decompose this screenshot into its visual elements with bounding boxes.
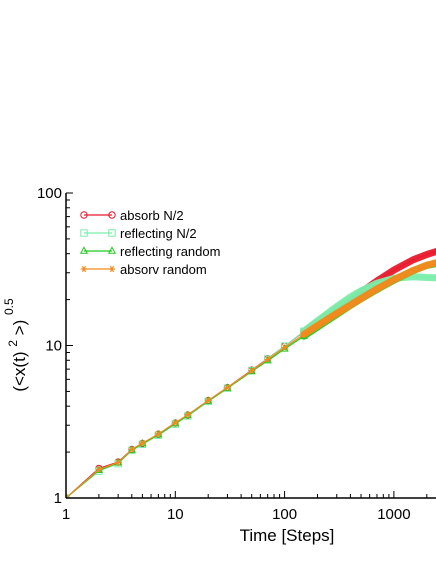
legend-item: absorv random xyxy=(80,262,207,277)
legend-marker xyxy=(80,211,88,219)
series-1 xyxy=(66,273,436,498)
data-point xyxy=(66,494,70,498)
legend-marker xyxy=(107,246,117,254)
legend-marker xyxy=(79,246,89,254)
y-tick-label: 10 xyxy=(45,338,62,355)
data-point xyxy=(248,367,255,374)
y-axis-label-close: >) xyxy=(10,320,29,336)
data-point xyxy=(205,397,212,404)
legend-marker xyxy=(108,265,116,273)
legend: absorb N/2 reflecting N/2 reflecting rando… xyxy=(79,208,220,277)
y-axis-label-outer-sup: 0.5 xyxy=(2,298,16,315)
data-point xyxy=(184,411,191,418)
legend-item: absorb N/2 xyxy=(80,208,184,223)
data-point xyxy=(172,419,179,426)
data-point xyxy=(264,356,271,363)
data-point xyxy=(281,344,288,351)
x-tick-label: 10 xyxy=(167,506,184,523)
legend-label: absorv random xyxy=(120,262,207,277)
y-tick-label: 100 xyxy=(37,185,62,202)
y-axis-label: (<x(t) 2 >) 0.5 xyxy=(2,298,29,392)
legend-marker xyxy=(80,265,88,273)
legend-marker xyxy=(80,229,88,237)
data-point xyxy=(128,446,136,453)
series-layer xyxy=(66,247,436,498)
y-tick-label: 1 xyxy=(54,490,62,507)
legend-label: reflecting N/2 xyxy=(120,226,197,241)
y-axis-label-inner-sup: 2 xyxy=(6,340,20,347)
data-point xyxy=(184,412,192,420)
data-point xyxy=(114,459,122,466)
series-band xyxy=(300,259,436,338)
data-point xyxy=(95,466,103,473)
axes-layer: 1 10 100 1000 1 10 100 xyxy=(37,185,436,523)
series-3 xyxy=(66,259,436,498)
data-point xyxy=(139,440,146,447)
data-point xyxy=(155,430,162,438)
series-band xyxy=(300,273,436,335)
legend-marker xyxy=(108,229,116,237)
legend-label: absorb N/2 xyxy=(120,208,184,223)
data-point xyxy=(300,331,308,338)
data-point xyxy=(95,467,103,475)
legend-item: reflecting random xyxy=(79,244,220,259)
data-point xyxy=(224,384,231,391)
legend-item: reflecting N/2 xyxy=(80,226,197,241)
legend-marker xyxy=(108,211,116,219)
x-tick-label: 100 xyxy=(272,506,297,523)
legend-label: reflecting random xyxy=(120,244,220,259)
x-tick-label: 1 xyxy=(62,506,70,523)
y-axis-label-open: (<x(t) xyxy=(10,352,29,392)
x-axis-label: Time [Steps] xyxy=(240,526,335,545)
x-tick-label: 1000 xyxy=(377,506,410,523)
data-point xyxy=(138,440,147,448)
